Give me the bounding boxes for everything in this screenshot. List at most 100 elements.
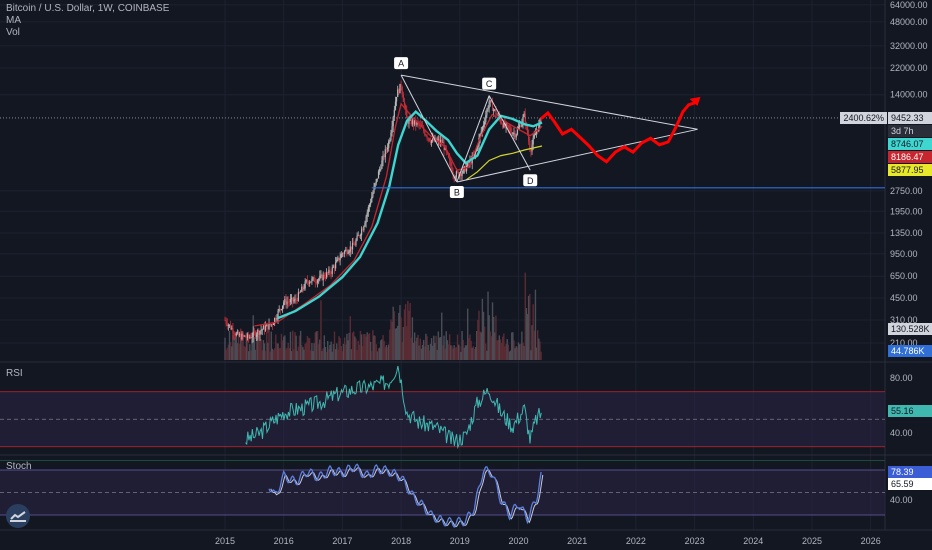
volume-bar: [501, 336, 504, 360]
candle-body: [486, 109, 488, 116]
candle-body: [233, 333, 235, 335]
candle-body: [232, 328, 234, 334]
volume-bar: [411, 317, 414, 360]
volume-bar: [330, 341, 332, 360]
volume-bar: [445, 331, 447, 360]
candle-body: [339, 257, 341, 261]
candle-body: [458, 171, 460, 177]
volume-bar: [281, 340, 284, 360]
price-tick-label: 1350.00: [890, 228, 923, 238]
volume-bar: [228, 331, 231, 360]
candle-body: [252, 331, 254, 338]
candle-body: [522, 116, 524, 123]
volume-bar: [276, 343, 278, 360]
volume-bar: [373, 335, 375, 360]
candle-body: [356, 235, 358, 241]
volume-bar: [496, 340, 498, 360]
volume-bar: [364, 334, 366, 360]
volume-bar: [262, 340, 265, 360]
candle-body: [337, 257, 339, 260]
ma-legend[interactable]: MA: [6, 15, 21, 26]
time-axis[interactable]: 2015 2016 2017 2018 2019 2020 2021 2022 2023 2024…: [215, 536, 881, 546]
pattern-label-d: D: [527, 176, 534, 186]
stoch-legend[interactable]: Stoch: [6, 461, 32, 472]
pattern-label-b: B: [454, 187, 460, 197]
price-tick-label: 32000.00: [890, 41, 928, 51]
volume-bar: [362, 345, 364, 360]
candle-body: [414, 119, 416, 125]
candle-body: [322, 274, 324, 281]
candle-body: [321, 274, 323, 281]
candle-body: [364, 222, 366, 227]
rsi-legend[interactable]: RSI: [6, 368, 23, 379]
candle-body: [432, 138, 434, 141]
candle-body: [537, 130, 539, 132]
volume-bar: [490, 336, 493, 360]
candle-body: [373, 186, 375, 193]
volume-bar: [482, 311, 485, 360]
leg-bc: [456, 95, 490, 183]
volume-bar: [539, 341, 541, 360]
volume-bar: [341, 351, 344, 360]
volume-bar: [248, 351, 250, 360]
volume-bar: [403, 309, 406, 360]
candle-body: [327, 272, 329, 274]
candle-body: [246, 334, 249, 338]
volume-bar: [352, 331, 355, 360]
candle-body: [258, 330, 260, 335]
volume-bar: [513, 340, 515, 360]
candle-body: [305, 280, 307, 282]
candle-body: [283, 302, 285, 306]
candle-body: [377, 171, 380, 179]
volume-bar: [425, 333, 427, 360]
volume-bar: [394, 328, 397, 360]
volume-bar: [233, 342, 235, 360]
candle-body: [519, 124, 521, 127]
volume-bar: [369, 341, 372, 360]
price-axis[interactable]: 64000.00 48000.00 32000.00 22000.00 14000.00…: [890, 0, 928, 505]
projection-path: [540, 101, 697, 164]
volume-bar: [471, 347, 473, 360]
volume-bar: [242, 337, 244, 360]
volume-bar: [224, 337, 226, 360]
candle-body: [275, 317, 277, 320]
volume-bar: [479, 331, 481, 360]
candle-body: [479, 134, 481, 139]
volume-bar: [526, 313, 529, 360]
candle-body: [263, 325, 266, 331]
volume-bar: [442, 345, 444, 360]
volume-bar: [355, 338, 357, 360]
volume-bar: [286, 347, 288, 360]
candle-body: [350, 246, 353, 250]
candle-body: [272, 323, 275, 326]
candle-body: [295, 298, 297, 300]
volume-bar: [238, 343, 241, 360]
volume-tag-2: 44.786K: [888, 345, 932, 357]
tradingview-logo[interactable]: [6, 504, 30, 528]
candle-body: [430, 140, 433, 144]
volume-bar: [315, 331, 318, 360]
candle-body: [269, 323, 271, 325]
candle-body: [530, 149, 532, 152]
candle-body: [380, 168, 382, 170]
rsi-tick-label: 40.00: [890, 428, 913, 438]
volume-bar: [321, 350, 323, 360]
candle-body: [506, 123, 508, 126]
stoch-d-line: [270, 467, 544, 528]
price-tick-label: 2750.00: [890, 186, 923, 196]
candle-body: [392, 117, 394, 127]
volume-bar: [441, 312, 443, 360]
volume-bar: [536, 330, 539, 360]
candle-body: [437, 139, 439, 141]
volume-bar: [322, 348, 324, 360]
volume-bar: [437, 331, 440, 360]
pattern-label-box: [523, 174, 538, 187]
candle-body: [281, 305, 284, 310]
time-tick-label: 2024: [743, 536, 763, 546]
vol-legend[interactable]: Vol: [6, 27, 20, 38]
volume-bar: [439, 337, 442, 360]
volume-bar: [491, 302, 494, 360]
volume-bar: [385, 345, 388, 360]
volume-bar: [271, 348, 274, 360]
